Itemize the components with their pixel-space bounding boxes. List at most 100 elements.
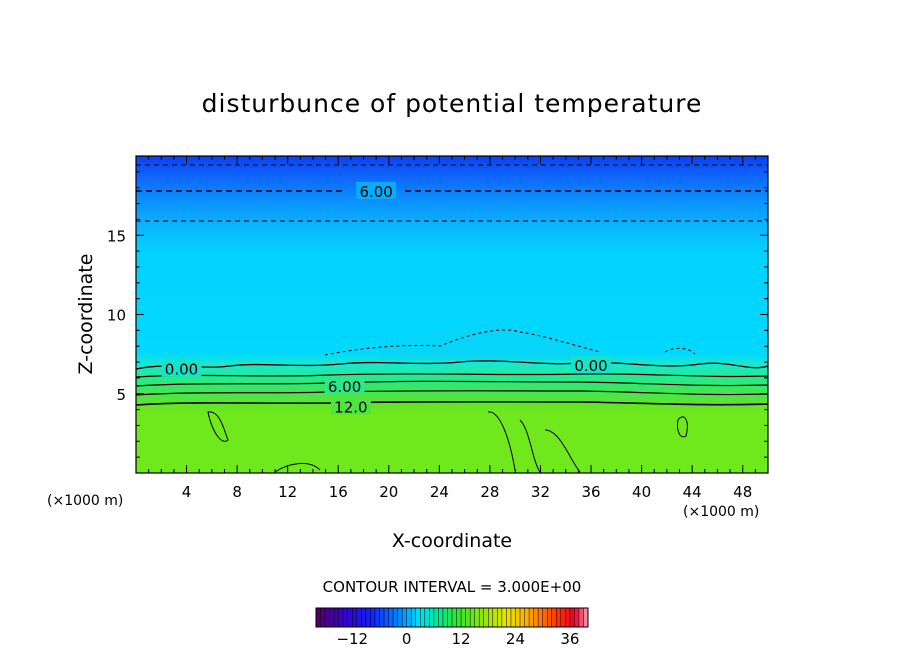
colorbar-cell [433, 608, 439, 627]
colorbar-cell [456, 608, 462, 627]
colorbar-cell [565, 608, 571, 627]
contour-label: 0.00 [574, 357, 607, 375]
colorbar-cell [465, 608, 471, 627]
x-tick-label: 28 [480, 483, 499, 501]
x-unit-label-right: (×1000 m) [683, 504, 759, 520]
colorbar-cell [524, 608, 530, 627]
x-tick-label: 32 [531, 483, 550, 501]
colorbar-cell [316, 608, 321, 627]
colorbar-cell [474, 608, 480, 627]
colorbar-cell [320, 608, 326, 627]
small-contour-a [207, 411, 229, 442]
colorbar-cell [488, 608, 494, 627]
x-tick-label: 20 [379, 483, 398, 501]
colorbar-cell [393, 608, 398, 627]
contour-label: 0.00 [165, 360, 198, 378]
colorbar-tick-label: 0 [402, 630, 412, 648]
x-tick-label: 36 [581, 483, 600, 501]
x-tick-label: 40 [632, 483, 651, 501]
colorbar-cell [402, 608, 408, 627]
colorbar-frame [315, 607, 589, 628]
colorbar-cell [506, 608, 512, 627]
colorbar-cell [479, 608, 485, 627]
colorbar-cell [551, 608, 557, 627]
colorbar-cell [497, 608, 503, 627]
x-tick-label: 12 [278, 483, 297, 501]
y-axis-label: Z-coordinate [75, 254, 97, 375]
colorbar-cell [420, 608, 426, 627]
colorbar-cell [533, 608, 539, 627]
colorbar-tick-label: −12 [336, 630, 368, 648]
colorbar-cell [370, 608, 376, 627]
colorbar-cell [501, 608, 507, 627]
y-tick-label: 5 [116, 386, 126, 404]
colorbar-cell [347, 608, 353, 627]
contour-label-bg [571, 356, 612, 374]
x-axis-label: X-coordinate [392, 530, 512, 552]
solid-contour-3 [135, 373, 769, 378]
x-unit-label-left: (×1000 m) [47, 493, 123, 509]
chart-title: disturbunce of potential temperature [202, 89, 703, 118]
colorbar-cell [379, 608, 385, 627]
contour-label: 6.00 [359, 183, 392, 201]
small-contour-d [274, 463, 321, 473]
colorbar-cell [510, 608, 516, 627]
small-contour-c [677, 416, 688, 438]
contour-interval-label: CONTOUR INTERVAL = 3.000E+00 [323, 578, 582, 596]
solid-contour-9 [135, 390, 769, 396]
solid-contour-12 [135, 400, 769, 406]
colorbar-cell [397, 608, 403, 627]
contour-label: 12.0 [334, 398, 367, 416]
colorbar-cell [334, 608, 340, 627]
colorbar-cell [569, 608, 575, 627]
colorbar-cell [470, 608, 476, 627]
colorbar-cell [338, 608, 344, 627]
x-tick-label: 44 [683, 483, 702, 501]
colorbar-cell [442, 608, 448, 627]
small-contour-b [487, 411, 581, 473]
colorbar-cell [529, 608, 534, 627]
contour-label-bg [330, 397, 371, 415]
colorbar-cell [461, 608, 466, 627]
colorbar-cell [325, 608, 330, 627]
x-tick-label: 24 [430, 483, 449, 501]
colorbar-cell [415, 608, 421, 627]
colorbar-cell [547, 608, 553, 627]
colorbar-cell [406, 608, 412, 627]
field-bump [380, 326, 600, 360]
colorbar-cell [356, 608, 362, 627]
x-tick-label: 48 [733, 483, 752, 501]
colorbar-tick-label: 24 [506, 630, 525, 648]
x-tick-label: 16 [329, 483, 348, 501]
plot-area: 6.00 0.00 0.00 6.00 12.0 4 8 12 16 20 24 28 32 36 40 4… [107, 155, 769, 501]
contour-label: 6.00 [328, 378, 361, 396]
y-tick-label: 15 [107, 227, 126, 245]
colorbar-cell [515, 608, 521, 627]
colorbar-cell [447, 608, 453, 627]
colorbar-cell [452, 608, 457, 627]
colorbar-cell [578, 608, 584, 627]
colorbar-cell [365, 608, 371, 627]
colorbar-cell [411, 608, 417, 627]
colorbar-cell [388, 608, 394, 627]
solid-contour-0 [135, 360, 769, 370]
colorbar-cell [429, 608, 435, 627]
colorbar-cell [374, 608, 380, 627]
contour-label-bg [324, 376, 365, 394]
field-fill [136, 156, 768, 473]
colorbar-cell [492, 608, 498, 627]
colorbar-cell [424, 608, 430, 627]
colorbar-cell [560, 608, 566, 627]
colorbar-tick-label: 12 [452, 630, 471, 648]
colorbar-cell [483, 608, 489, 627]
x-tick-label: 4 [182, 483, 192, 501]
colorbar-cell [556, 608, 562, 627]
contour-label-bg [356, 181, 397, 199]
colorbar-cell [538, 608, 544, 627]
colorbar-cell [343, 608, 349, 627]
colorbar-tick-label: 36 [560, 630, 579, 648]
colorbar-cell [583, 608, 589, 627]
colorbar-cell [542, 608, 548, 627]
y-tick-label: 10 [107, 307, 126, 325]
